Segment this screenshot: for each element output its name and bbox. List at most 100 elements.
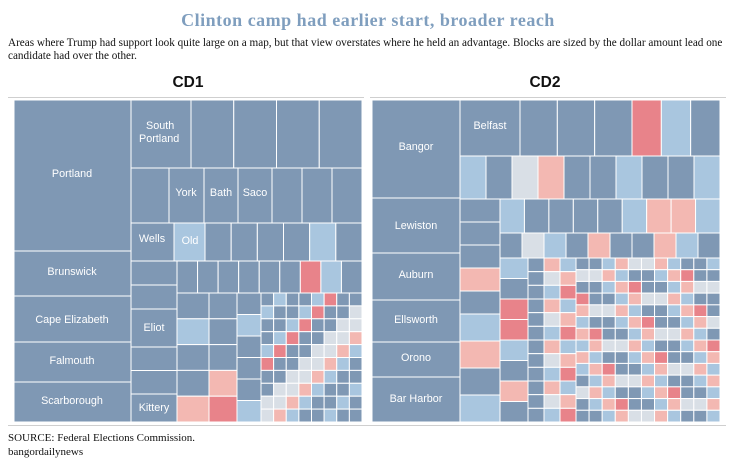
treemap-block-126 xyxy=(631,99,662,157)
treemap-block-249 xyxy=(640,292,656,306)
treemap-block-36 xyxy=(208,395,238,423)
treemap-block-265 xyxy=(706,304,721,318)
treemap-block-325 xyxy=(627,374,642,388)
label-bangor: Bangor xyxy=(399,141,434,153)
treemap-block-27 xyxy=(176,292,210,320)
treemap-block-108 xyxy=(273,395,287,410)
treemap-block-228 xyxy=(654,269,669,282)
treemap-block-50 xyxy=(348,292,363,307)
treemap-block-168 xyxy=(499,278,529,300)
treemap-block-75 xyxy=(260,344,275,359)
bottom-rule xyxy=(8,425,726,426)
treemap-block-362 xyxy=(680,409,695,423)
treemap-block-163 xyxy=(459,313,501,342)
treemap-block-224 xyxy=(601,269,616,282)
treemap-block-130 xyxy=(485,155,513,200)
treemap-block-188 xyxy=(543,312,561,327)
treemap-block-148 xyxy=(597,198,623,234)
treemap-block-359 xyxy=(640,409,656,423)
treemap-block-11 xyxy=(283,222,311,262)
treemap-block-233 xyxy=(575,280,590,294)
treemap-block-1 xyxy=(233,99,277,169)
treemap-block-196 xyxy=(527,353,545,368)
treemap-block-200 xyxy=(543,366,561,382)
treemap-block-250 xyxy=(654,292,669,306)
treemap-block-70 xyxy=(298,331,312,346)
treemap-block-84 xyxy=(273,357,287,371)
treemap-block-78 xyxy=(298,344,312,359)
treemap-block-119 xyxy=(311,408,325,423)
treemap-block-151 xyxy=(670,198,697,234)
treemap-block-232 xyxy=(706,269,721,282)
treemap-block-180 xyxy=(559,271,577,286)
treemap-block-335 xyxy=(614,386,629,400)
treemap-block-4 xyxy=(130,167,170,224)
treemap-block-63 xyxy=(311,318,325,333)
treemap-block-313 xyxy=(614,362,629,376)
treemap-block-241 xyxy=(680,280,695,294)
treemap-block-121 xyxy=(336,408,350,423)
treemap-block-318 xyxy=(680,362,695,376)
treemap-block-248 xyxy=(627,292,642,306)
treemap-block-220 xyxy=(693,257,708,271)
treemap-block-281 xyxy=(627,327,642,341)
treemap-block-157 xyxy=(587,232,611,259)
treemap-block-82 xyxy=(348,344,363,359)
treemap-block-360 xyxy=(654,409,669,423)
treemap-block-275 xyxy=(693,316,708,329)
treemap-block-56 xyxy=(323,305,338,320)
treemap-block-72 xyxy=(323,331,338,346)
cd2-title: CD2 xyxy=(529,74,561,91)
treemap-block-184 xyxy=(527,298,545,314)
treemap-block-195 xyxy=(559,339,577,355)
treemap-block-282 xyxy=(640,327,656,341)
treemap-block-301 xyxy=(601,351,616,364)
treemap-block-144 xyxy=(499,198,525,234)
treemap-block-230 xyxy=(680,269,695,282)
treemap-block-175 xyxy=(527,257,545,273)
cd1-rule xyxy=(8,97,364,98)
byline: bangordailynews xyxy=(8,446,84,458)
chart-title: Clinton camp had earlier start, broader … xyxy=(181,10,555,30)
treemap-block-46 xyxy=(298,292,312,307)
treemap-block-354 xyxy=(575,409,590,423)
treemap-block-19 xyxy=(197,260,219,294)
treemap-block-291 xyxy=(614,339,629,353)
treemap-block-285 xyxy=(680,327,695,341)
treemap-block-339 xyxy=(667,386,682,400)
treemap-block-349 xyxy=(654,398,669,411)
label-portland: Portland xyxy=(52,168,92,180)
treemap-block-299 xyxy=(575,351,590,364)
treemap-block-309 xyxy=(706,351,721,364)
treemap-block-358 xyxy=(627,409,642,423)
treemap-block-271 xyxy=(640,316,656,329)
treemap-block-38 xyxy=(236,314,262,337)
treemap-block-57 xyxy=(336,305,350,320)
treemap-block-185 xyxy=(543,298,561,314)
treemap-block-154 xyxy=(521,232,545,259)
treemap-block-263 xyxy=(680,304,695,318)
treemap-block-112 xyxy=(323,395,338,410)
treemap-block-28 xyxy=(176,318,210,346)
treemap-block-30 xyxy=(176,369,210,397)
treemap-block-44 xyxy=(273,292,287,307)
treemap-block-302 xyxy=(614,351,629,364)
treemap-block-267 xyxy=(588,316,603,329)
treemap-block-289 xyxy=(588,339,603,353)
treemap-block-303 xyxy=(627,351,642,364)
treemap-block-300 xyxy=(588,351,603,364)
treemap-block-210 xyxy=(559,407,577,423)
treemap-block-115 xyxy=(260,408,275,423)
treemap-block-6 xyxy=(301,167,333,224)
treemap-block-79 xyxy=(311,344,325,359)
treemap-block-251 xyxy=(667,292,682,306)
treemap-block-171 xyxy=(499,339,529,361)
treemap-block-280 xyxy=(614,327,629,341)
treemap-block-296 xyxy=(680,339,695,353)
treemap-block-304 xyxy=(640,351,656,364)
treemap-block-305 xyxy=(654,351,669,364)
treemap-block-316 xyxy=(654,362,669,376)
treemap-block-264 xyxy=(693,304,708,318)
treemap-block-18 xyxy=(176,260,199,294)
treemap-block-49 xyxy=(336,292,350,307)
